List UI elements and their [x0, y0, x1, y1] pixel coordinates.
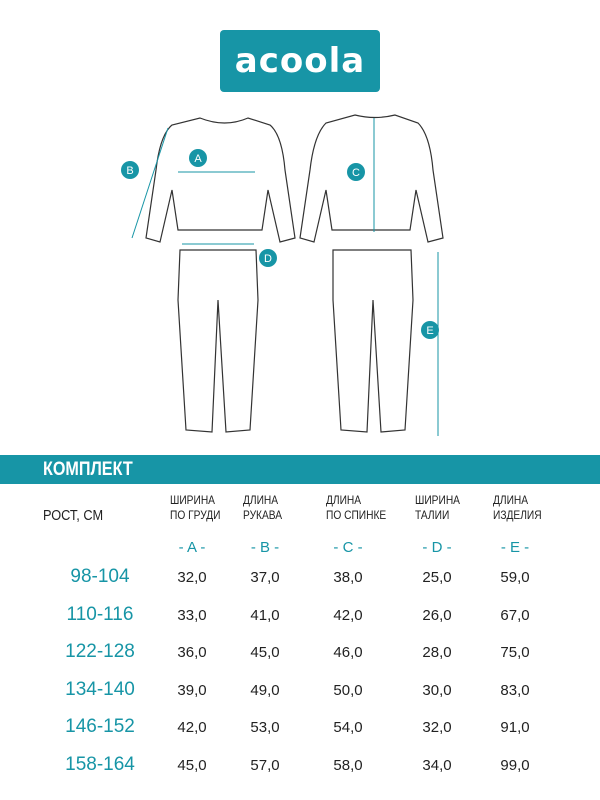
size-range: 146-152	[65, 716, 135, 737]
measurement-value: 45,0	[250, 644, 280, 661]
column-letter: - E -	[500, 539, 530, 556]
column-header: ДЛИНА РУКАВА	[243, 493, 282, 523]
measurement-value: 32,0	[422, 719, 452, 736]
column-header-line2: РУКАВА	[243, 508, 283, 522]
measurement-value: 59,0	[500, 569, 530, 586]
measurement-value: 49,0	[250, 681, 280, 699]
measurement-value: 36,0	[177, 644, 207, 661]
column-header-line1: ШИРИНА	[170, 493, 215, 507]
measurement-value: 50,0	[333, 681, 363, 699]
column-header-line2: ПО СПИНКЕ	[326, 508, 387, 522]
column-header: ДЛИНА ИЗДЕЛИЯ	[493, 493, 542, 523]
measurement-value: 46,0	[333, 644, 363, 661]
measurement-value: 41,0	[250, 606, 280, 624]
measurement-value: 45,0	[177, 756, 207, 774]
measurement-value: 67,0	[500, 606, 530, 624]
measurement-value: 25,0	[422, 569, 452, 586]
measurement-value: 42,0	[177, 719, 207, 736]
logo-text: acoola	[234, 41, 366, 81]
size-range: 134-140	[65, 678, 135, 700]
measurement-value: 42,0	[333, 606, 363, 624]
measurement-value: 54,0	[333, 719, 363, 736]
column-header: ДЛИНА ПО СПИНКЕ	[326, 493, 386, 523]
column-header-line2: ПО ГРУДИ	[170, 508, 221, 522]
column-header: ШИРИНА ПО ГРУДИ	[170, 493, 220, 523]
measurement-value: 99,0	[500, 756, 530, 774]
back-pants	[332, 249, 414, 433]
label-a: A	[194, 153, 202, 165]
measurement-value: 58,0	[333, 756, 363, 774]
measurement-value: 53,0	[250, 719, 280, 736]
section-title: КОМПЛЕКТ	[43, 459, 133, 480]
back-sweatshirt	[299, 114, 444, 243]
column-header-line1: ДЛИНА	[493, 493, 529, 507]
label-c: C	[352, 167, 360, 179]
brand-logo: acoola	[220, 30, 380, 92]
column-header-line1: ШИРИНА	[415, 493, 460, 507]
column-header-line2: ТАЛИИ	[415, 508, 450, 522]
column-header-line1: ДЛИНА	[243, 493, 279, 507]
size-range: 158-164	[65, 753, 135, 775]
measurement-value: 26,0	[422, 606, 452, 624]
front-sweatshirt	[145, 117, 296, 243]
section-header: КОМПЛЕКТ	[0, 455, 600, 484]
column-header: ШИРИНА ТАЛИИ	[415, 493, 460, 523]
column-letter: - A -	[178, 539, 206, 556]
column-letter: - B -	[250, 539, 280, 556]
measurement-value: 39,0	[177, 681, 207, 699]
measurement-value: 91,0	[500, 719, 530, 736]
garment-diagram: A B C D E	[121, 114, 444, 436]
label-e: E	[426, 325, 433, 337]
measurement-value: 30,0	[422, 681, 452, 699]
measurement-value: 57,0	[250, 756, 280, 774]
size-range: 122-128	[65, 641, 135, 662]
measurement-value: 75,0	[500, 644, 530, 661]
measurement-value: 32,0	[177, 569, 207, 586]
row-header: РОСТ, СМ	[43, 507, 104, 524]
size-range: 98-104	[70, 566, 130, 587]
measurement-value: 38,0	[333, 569, 363, 586]
measurement-value: 34,0	[422, 756, 452, 774]
column-letter: - C -	[333, 539, 363, 556]
column-letter: - D -	[422, 539, 452, 556]
front-pants	[177, 249, 259, 433]
column-header-line2: ИЗДЕЛИЯ	[493, 508, 542, 522]
measurement-value: 83,0	[500, 681, 530, 699]
measurement-value: 33,0	[177, 606, 207, 624]
column-header-line1: ДЛИНА	[326, 493, 362, 507]
label-b: B	[126, 165, 133, 177]
measurement-value: 37,0	[250, 569, 280, 586]
size-range: 110-116	[66, 603, 134, 625]
measurement-value: 28,0	[422, 644, 452, 661]
label-d: D	[264, 253, 272, 265]
